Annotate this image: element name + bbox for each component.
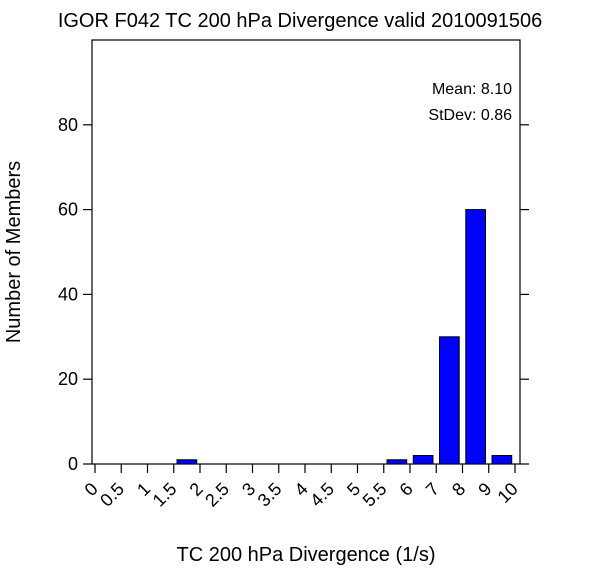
x-tick-label: 10 [494, 479, 522, 507]
mean-label: Mean: 8.10 [432, 81, 512, 98]
y-axis-title: Number of Members [3, 161, 25, 343]
y-axis: 0 20 40 60 80 [58, 115, 529, 474]
histogram-bar [386, 459, 408, 465]
x-tick-label: 6 [396, 479, 417, 500]
x-tick-label: 3.5 [254, 479, 286, 511]
histogram-bar [176, 459, 198, 465]
x-tick-label: 2.5 [201, 479, 233, 511]
x-tick-label: 8 [448, 479, 469, 500]
x-tick-label: 5.5 [359, 479, 391, 511]
x-axis: 00.5 11.5 22.5 33.5 44.5 55.5 6 7 8 910 [81, 464, 522, 511]
y-tick-label: 40 [58, 284, 78, 304]
x-tick-label: 7 [422, 479, 443, 500]
y-tick-label: 80 [58, 115, 78, 135]
x-axis-title: TC 200 hPa Divergence (1/s) [176, 544, 435, 566]
y-tick-label: 60 [58, 200, 78, 220]
plot-frame [91, 39, 521, 465]
y-tick-label: 20 [58, 369, 78, 389]
stdev-label: StDev: 0.86 [428, 107, 512, 124]
x-tick-label: 0.5 [96, 479, 128, 511]
histogram-bar [465, 209, 486, 465]
histogram-bar [412, 455, 434, 465]
histogram-bar [439, 336, 460, 465]
x-tick-label: 1.5 [149, 479, 181, 511]
x-tick-label: 4.5 [306, 479, 338, 511]
y-tick-label: 0 [68, 454, 78, 474]
chart-title: IGOR F042 TC 200 hPa Divergence valid 20… [58, 10, 542, 32]
histogram-bar [491, 455, 513, 465]
x-tick-label: 9 [474, 479, 495, 500]
bars-layer [176, 209, 513, 465]
